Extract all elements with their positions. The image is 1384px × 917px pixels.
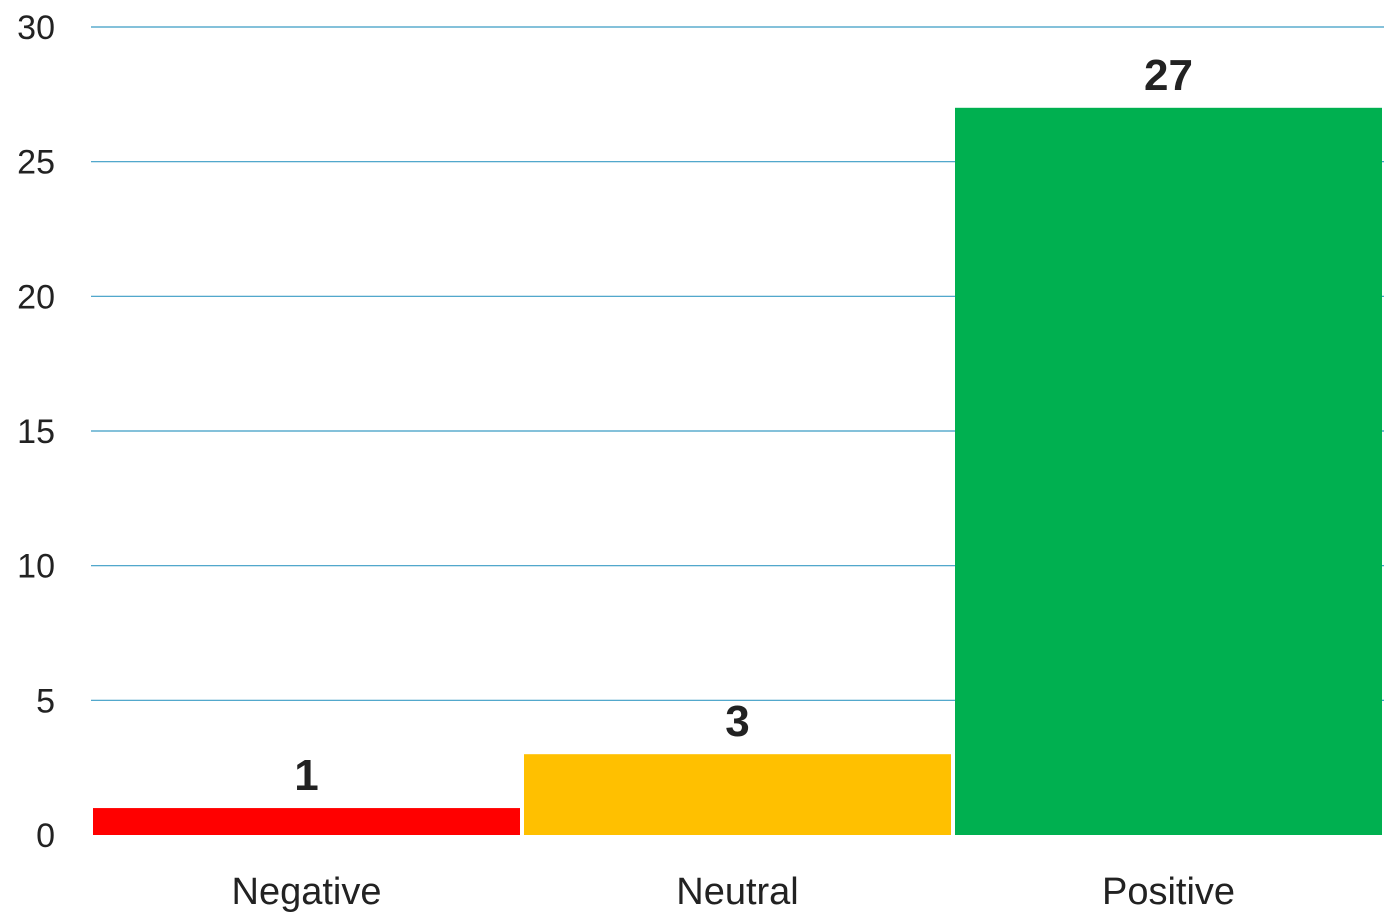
bar-neutral — [524, 754, 951, 835]
data-label-neutral: 3 — [725, 697, 749, 746]
y-axis-ticks: 0 5 10 15 20 25 30 — [17, 9, 55, 855]
bars — [93, 107, 1382, 836]
y-tick-label: 30 — [17, 9, 55, 47]
y-tick-label: 25 — [17, 144, 55, 182]
data-labels: 1 3 27 — [294, 51, 1193, 800]
y-tick-label: 20 — [17, 278, 55, 316]
bar-negative — [93, 808, 520, 835]
x-axis-categories: Negative Neutral Positive — [232, 871, 1236, 913]
y-tick-label: 15 — [17, 413, 55, 451]
data-label-negative: 1 — [294, 751, 318, 800]
bar-positive — [955, 107, 1382, 836]
category-label-neutral: Neutral — [676, 871, 799, 913]
y-tick-label: 0 — [36, 817, 55, 855]
y-tick-label: 5 — [36, 682, 55, 720]
data-label-positive: 27 — [1144, 51, 1193, 100]
category-label-positive: Positive — [1102, 871, 1235, 913]
category-label-negative: Negative — [232, 871, 382, 913]
y-tick-label: 10 — [17, 548, 55, 586]
